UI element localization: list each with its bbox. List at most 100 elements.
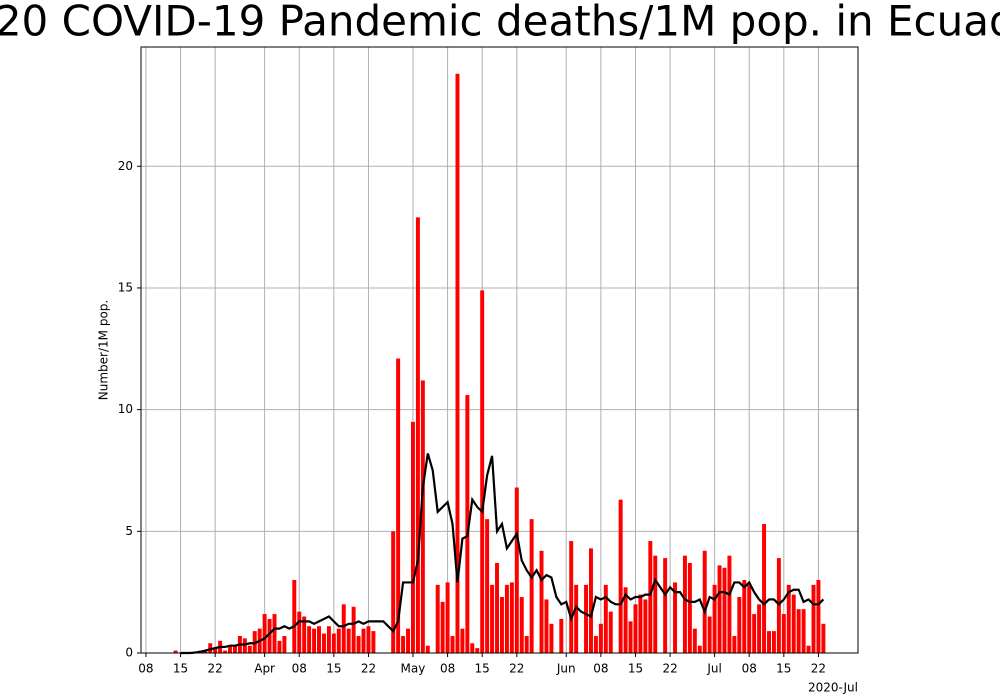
bar: [470, 643, 475, 653]
y-tick-label: 15: [118, 280, 133, 294]
bar: [697, 645, 702, 653]
x-tick-label: 15: [475, 662, 490, 676]
bar: [396, 358, 401, 653]
x-tick-label: 22: [662, 662, 677, 676]
bar: [317, 626, 321, 653]
bar: [415, 217, 420, 653]
bar: [267, 618, 272, 653]
bar: [559, 618, 564, 653]
y-tick-label: 20: [118, 159, 133, 173]
x-tick-label: Apr: [254, 662, 275, 676]
bar: [786, 584, 791, 653]
bar: [623, 587, 628, 653]
x-tick-label: 15: [628, 662, 643, 676]
bar: [598, 623, 603, 653]
bar: [608, 611, 613, 653]
bar: [307, 626, 312, 653]
x-tick-label: 08: [593, 662, 608, 676]
bar: [277, 640, 282, 653]
bar: [574, 584, 579, 653]
bar: [203, 650, 208, 653]
bar: [727, 555, 732, 653]
bar: [796, 609, 801, 653]
bar: [351, 606, 356, 653]
bar: [722, 567, 727, 653]
bar: [321, 633, 326, 653]
bar: [519, 597, 524, 653]
bar: [539, 550, 544, 653]
bar: [747, 584, 752, 653]
bar: [811, 584, 816, 653]
x-tick-label: 22: [361, 662, 376, 676]
bar: [297, 611, 302, 653]
bar: [673, 582, 678, 653]
bar: [499, 597, 504, 653]
x-tick-label: May: [401, 662, 426, 676]
bar: [549, 623, 554, 653]
x-tick-label: Jun: [556, 662, 576, 676]
bar: [663, 558, 668, 653]
chart-title: 2020 COVID-19 Pandemic deaths/1M pop. in…: [0, 0, 1000, 46]
x-tick-label: 15: [776, 662, 791, 676]
bar: [326, 626, 331, 653]
bar: [228, 645, 232, 653]
y-tick-label: 10: [118, 402, 133, 416]
x-tick-label: 15: [326, 662, 341, 676]
bar: [737, 597, 742, 653]
bar: [762, 524, 767, 653]
x-tick-label: 22: [208, 662, 223, 676]
bar: [593, 635, 598, 653]
bar: [801, 609, 806, 653]
bar: [752, 614, 757, 653]
bar: [514, 487, 519, 653]
bar: [712, 584, 717, 653]
x-tick-label: 08: [292, 662, 307, 676]
bar: [336, 628, 341, 653]
bar: [401, 635, 406, 653]
bar: [702, 550, 707, 653]
bar: [282, 635, 287, 653]
bar: [648, 541, 653, 653]
bar: [633, 604, 638, 653]
bar: [529, 519, 534, 653]
bar: [732, 635, 737, 653]
bar: [425, 645, 430, 653]
bar: [331, 633, 336, 653]
bar: [346, 628, 351, 653]
bar: [292, 579, 297, 653]
bar: [356, 635, 361, 653]
bar: [302, 616, 307, 653]
bar: [653, 555, 658, 653]
bar: [445, 582, 450, 653]
plot-frame: [140, 46, 859, 654]
bar: [232, 645, 237, 653]
bar: [366, 626, 371, 653]
bar: [371, 631, 376, 653]
bar: [682, 555, 687, 653]
bar: [465, 395, 470, 653]
bar: [460, 628, 465, 653]
bar: [589, 548, 593, 653]
y-tick-label: 5: [125, 524, 133, 538]
bar: [806, 645, 811, 653]
x-tick-label: 22: [811, 662, 826, 676]
y-tick-label: 0: [125, 646, 133, 660]
bar: [742, 579, 747, 653]
bar: [791, 594, 796, 653]
bar: [707, 616, 712, 653]
bar: [692, 628, 697, 653]
bar: [495, 562, 500, 653]
x-offset-label: 2020-Jul: [808, 681, 858, 695]
bar: [440, 601, 445, 653]
bar: [391, 531, 396, 653]
bar: [420, 380, 425, 653]
bar: [455, 73, 460, 653]
bar: [208, 643, 213, 653]
bar: [173, 650, 178, 653]
grid: [141, 47, 858, 654]
bar: [687, 562, 692, 653]
bar: [480, 290, 485, 653]
x-tick-label: 15: [173, 662, 188, 676]
bar: [584, 584, 589, 653]
